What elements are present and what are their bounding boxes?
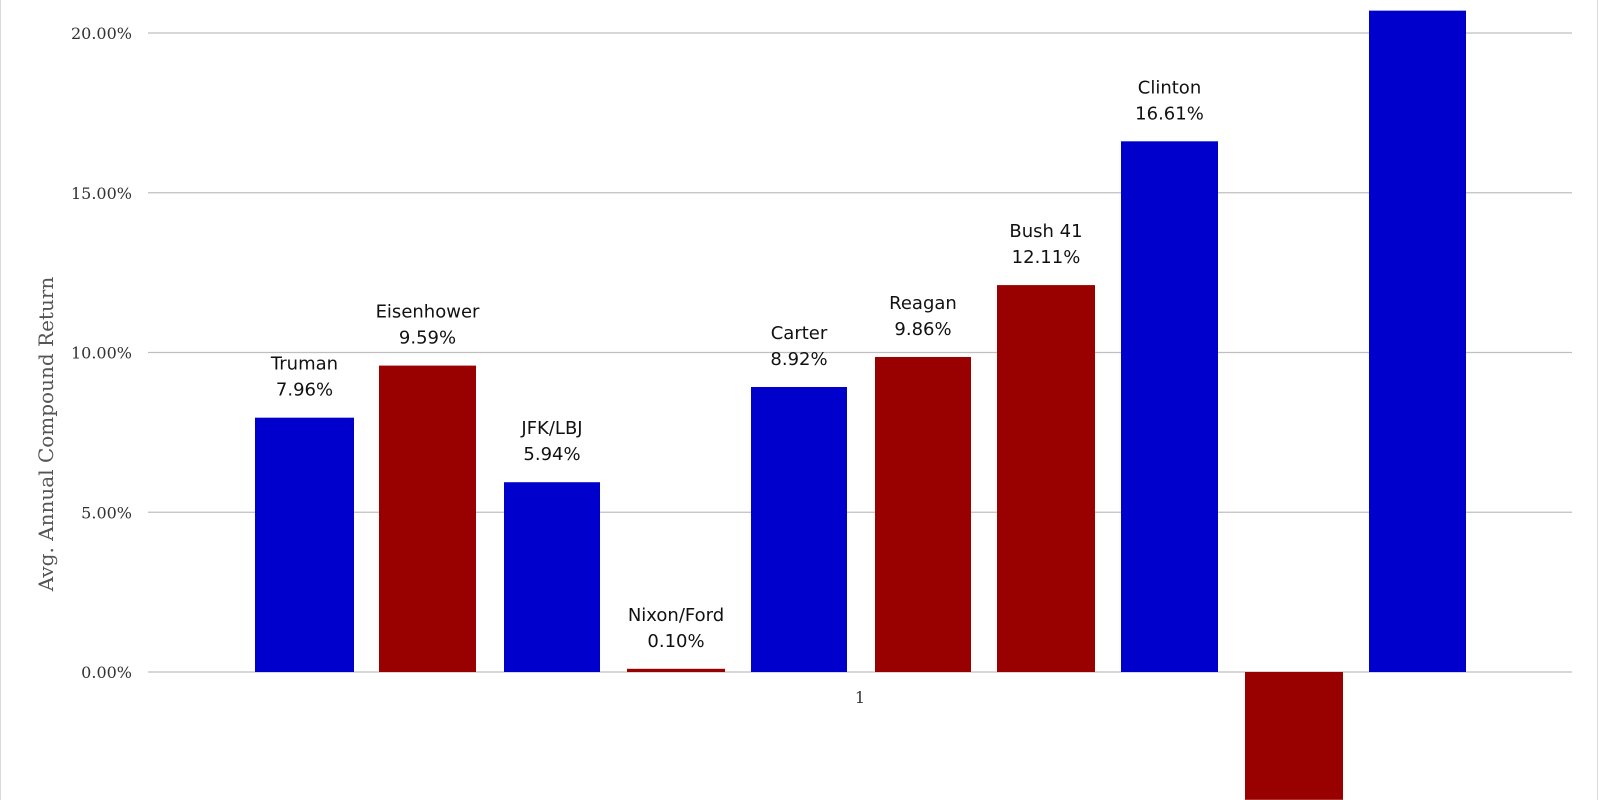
bar-clinton <box>1121 141 1218 673</box>
bar-nixon-ford <box>627 668 725 672</box>
bar-category-label: Clinton <box>1138 77 1201 98</box>
y-tick-label: 10.00% <box>71 344 132 363</box>
bar-value-label: 16.61% <box>1135 103 1204 124</box>
bar-jfk-lbj <box>504 482 600 672</box>
data-labels: Truman 7.96% Eisenhower 9.59% JFK/LBJ 5.94% Ni… <box>270 77 1204 651</box>
bar-category-label: Nixon/Ford <box>628 605 724 626</box>
y-tick-label: 20.00% <box>71 24 132 43</box>
bar-category-label: Bush 41 <box>1009 221 1082 242</box>
bar-truman <box>255 417 354 672</box>
bar-carter <box>751 387 847 672</box>
y-tick-label: 5.00% <box>81 503 132 522</box>
bar-reagan <box>875 356 971 672</box>
bar-value-label: 8.92% <box>770 349 827 370</box>
bar-value-label: 9.86% <box>894 319 951 340</box>
bar-category-label: Carter <box>771 323 828 344</box>
gridlines <box>148 32 1572 673</box>
bar-value-label: 9.59% <box>399 328 456 349</box>
bar-value-label: 5.94% <box>523 444 580 465</box>
bar-unlabeled-9 <box>1369 10 1466 672</box>
bar-category-label: Truman <box>270 354 338 375</box>
bar-category-label: Eisenhower <box>376 302 480 323</box>
y-axis-title: Avg. Annual Compound Return <box>34 277 58 593</box>
y-axis-ticks: 0.00% 5.00% 10.00% 15.00% 20.00% <box>71 24 132 682</box>
bar-unlabeled-8 <box>1245 672 1343 800</box>
bar-category-label: Reagan <box>889 293 957 314</box>
bars <box>255 10 1466 800</box>
bar-category-label: JFK/LBJ <box>520 418 582 439</box>
y-tick-label: 0.00% <box>81 663 132 682</box>
y-tick-label: 15.00% <box>71 184 132 203</box>
bar-value-label: 12.11% <box>1012 247 1081 268</box>
bar-value-label: 0.10% <box>647 631 704 652</box>
bar-bush-41 <box>997 285 1095 672</box>
bar-eisenhower <box>379 365 476 672</box>
x-axis-tick-label: 1 <box>855 688 865 707</box>
bar-value-label: 7.96% <box>276 380 333 401</box>
